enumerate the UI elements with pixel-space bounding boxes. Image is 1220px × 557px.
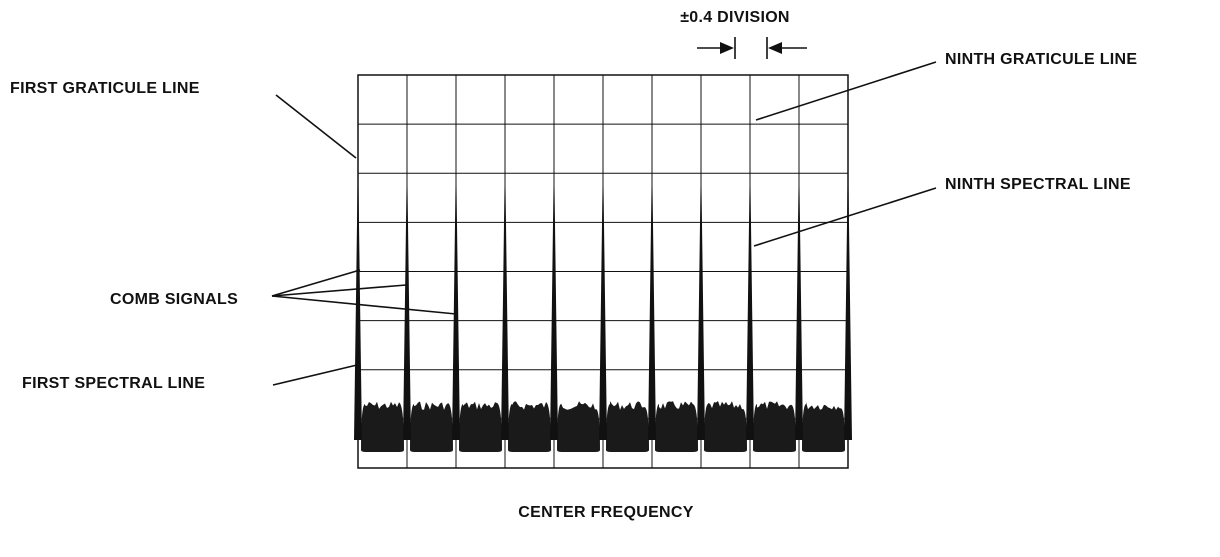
- spectral-line: [452, 186, 460, 440]
- spectral-line: [550, 186, 558, 440]
- spectral-line: [403, 186, 411, 440]
- division-label: ±0.4 DIVISION: [680, 9, 790, 26]
- noise-floor: [361, 401, 404, 452]
- pointer: [755, 61, 937, 121]
- pointers: [271, 269, 457, 315]
- ninth-graticule-label: NINTH GRATICULE LINE: [945, 51, 1137, 68]
- spectral-line: [648, 186, 656, 440]
- noise-floor: [753, 401, 796, 452]
- spectral-line: [795, 186, 803, 440]
- division-arrows: [697, 37, 807, 59]
- first-spectral-label: FIRST SPECTRAL LINE: [22, 375, 205, 392]
- noise-floor: [459, 401, 502, 452]
- ninth-spectral-label: NINTH SPECTRAL LINE: [945, 176, 1131, 193]
- pointer: [275, 94, 357, 159]
- noise-floor: [557, 401, 600, 452]
- comb-signals-label: COMB SIGNALS: [110, 291, 238, 308]
- noise-floor: [802, 402, 845, 452]
- noise-floor: [410, 401, 453, 452]
- noise-floor: [704, 401, 747, 452]
- spectral-line: [354, 186, 362, 440]
- center-frequency-label: CENTER FREQUENCY: [518, 504, 694, 521]
- noise-floor: [606, 401, 649, 452]
- pointer: [753, 187, 937, 247]
- noise-floor: [655, 401, 698, 452]
- spectral-line: [599, 186, 607, 440]
- spectral-line: [501, 186, 509, 440]
- spectral-line: [746, 186, 754, 440]
- noise-floor: [508, 401, 551, 452]
- spectral-line: [697, 186, 705, 440]
- spectral-line: [844, 186, 852, 440]
- pointer: [272, 364, 358, 386]
- graticule-display: [354, 74, 852, 469]
- first-graticule-label: FIRST GRATICULE LINE: [10, 80, 200, 97]
